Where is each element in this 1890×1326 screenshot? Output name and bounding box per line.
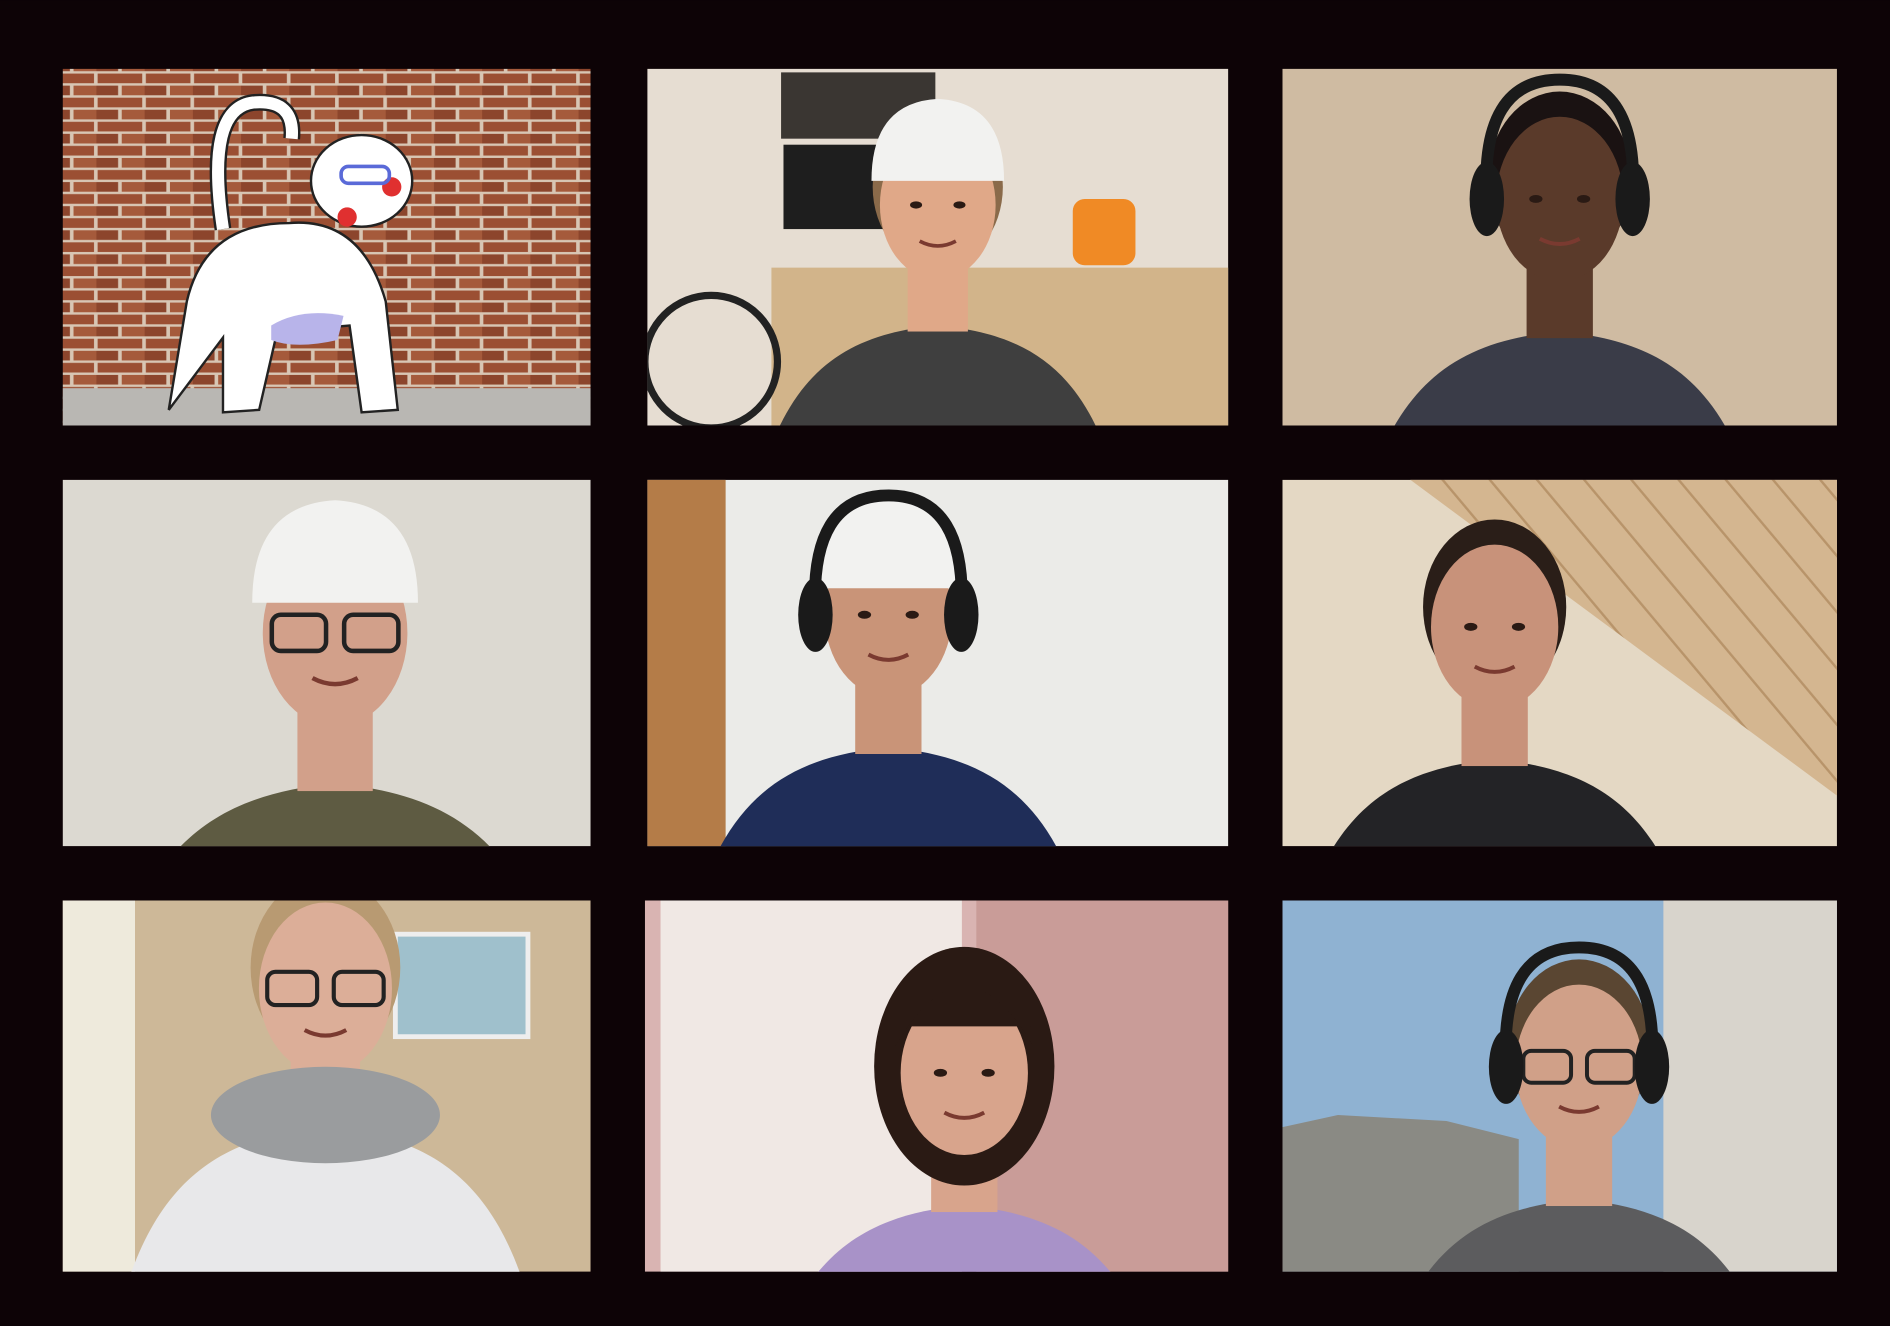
door bbox=[647, 479, 726, 847]
cat-cheek bbox=[382, 177, 402, 197]
eye bbox=[857, 610, 872, 619]
scarf bbox=[210, 1066, 440, 1164]
face bbox=[1496, 116, 1624, 282]
eye bbox=[981, 1068, 995, 1077]
face bbox=[1431, 544, 1559, 710]
bangs bbox=[895, 986, 1034, 1047]
earcup bbox=[798, 577, 833, 652]
mouth bbox=[311, 676, 359, 687]
video-tile bbox=[1282, 900, 1837, 1272]
cat-head bbox=[309, 133, 414, 228]
earcup bbox=[1615, 161, 1650, 237]
mouth bbox=[1558, 1104, 1600, 1114]
video-tile bbox=[62, 900, 591, 1272]
cat-cheek bbox=[337, 207, 357, 227]
mountain bbox=[1282, 1115, 1519, 1272]
torso bbox=[131, 1127, 520, 1272]
glasses bbox=[1584, 1048, 1637, 1085]
cat-body bbox=[167, 221, 400, 414]
mouth bbox=[943, 1110, 986, 1120]
headphones bbox=[808, 489, 968, 616]
video-tile bbox=[647, 479, 1229, 847]
eye bbox=[1576, 194, 1591, 203]
floor bbox=[62, 388, 591, 426]
torso bbox=[818, 1205, 1111, 1272]
face bbox=[258, 902, 392, 1075]
mouth bbox=[918, 239, 957, 248]
map bbox=[392, 931, 531, 1040]
mouth bbox=[1538, 236, 1581, 247]
cat-belly bbox=[271, 313, 344, 345]
mouth bbox=[303, 1028, 348, 1038]
video-tile bbox=[1282, 68, 1837, 426]
headphones bbox=[1480, 73, 1640, 200]
torso bbox=[780, 325, 1096, 426]
earcup bbox=[944, 577, 979, 652]
eye bbox=[1529, 194, 1543, 203]
eye bbox=[953, 201, 966, 209]
video-tile bbox=[62, 68, 591, 426]
mouth bbox=[867, 652, 910, 662]
glasses bbox=[265, 969, 320, 1008]
cat-tail bbox=[212, 96, 298, 230]
torso bbox=[1428, 1199, 1730, 1272]
face bbox=[1515, 984, 1643, 1149]
watering-can bbox=[1072, 198, 1136, 266]
video-tile bbox=[647, 68, 1229, 426]
earcup bbox=[1488, 1029, 1524, 1104]
window-frame bbox=[1663, 900, 1837, 1272]
window bbox=[62, 900, 135, 1272]
torso bbox=[1394, 331, 1725, 426]
torso bbox=[1334, 759, 1656, 847]
glasses bbox=[341, 612, 401, 654]
eye bbox=[933, 1068, 948, 1077]
eye bbox=[910, 201, 923, 209]
glasses bbox=[1521, 1048, 1574, 1085]
video-tile bbox=[644, 900, 1229, 1272]
torso bbox=[180, 783, 490, 847]
eye bbox=[1464, 622, 1478, 631]
earcup bbox=[1634, 1029, 1670, 1104]
cap bbox=[815, 498, 962, 589]
eye bbox=[905, 610, 919, 619]
headphones bbox=[1499, 941, 1659, 1068]
cap bbox=[871, 98, 1005, 181]
cap bbox=[252, 500, 418, 603]
glasses bbox=[269, 612, 329, 654]
eye bbox=[1511, 622, 1526, 631]
glasses bbox=[331, 969, 386, 1008]
torso bbox=[720, 747, 1056, 847]
video-tile bbox=[62, 479, 591, 847]
bike-wheel bbox=[647, 291, 782, 426]
face bbox=[900, 990, 1028, 1156]
video-tile bbox=[1282, 479, 1837, 847]
cat-glasses bbox=[339, 164, 392, 186]
earcup bbox=[1469, 161, 1505, 237]
mouth bbox=[1473, 664, 1516, 674]
